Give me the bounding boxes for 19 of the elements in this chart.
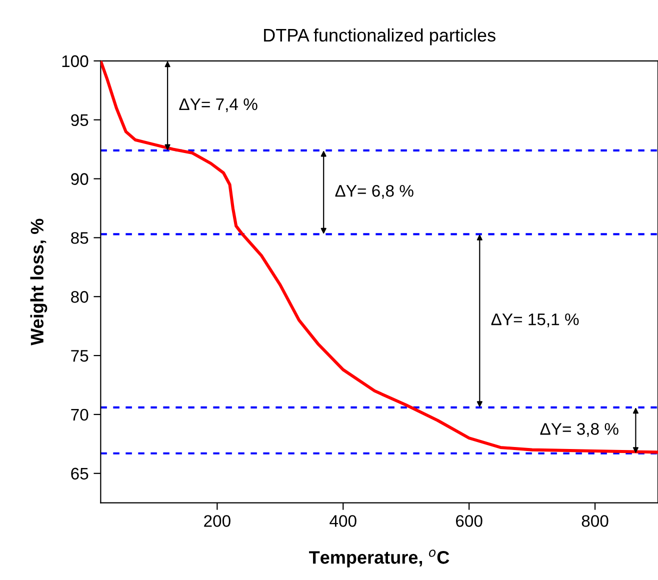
x-tick-label: 400 [330,515,356,527]
annotation: ΔY= 7,4 % [179,98,258,112]
x-tick-label: 600 [456,515,482,527]
y-tick-label: 70 [71,408,88,421]
y-axis-title: Weight loss, % [30,218,48,346]
x-tick-label: 800 [582,515,608,527]
y-tick-label: 65 [71,468,88,480]
y-tick-label: 100 [62,55,88,68]
y-tick-label: 75 [71,350,88,362]
y-tick-label: 80 [71,291,88,303]
y-tick-label: 90 [71,173,88,185]
y-tick-label: 95 [71,114,88,126]
annotation: ΔY= 6,8 % [335,184,414,199]
y-tick-label: 85 [71,232,88,244]
annotation: ΔY= 3,8 % [540,423,618,437]
x-tick-label: 200 [204,515,230,527]
annotation: ΔY= 15,1 % [491,314,579,328]
chart-title: DTPA functionalized particles [264,28,496,46]
x-axis-title: Temperature, $^{o}$C [309,550,450,568]
